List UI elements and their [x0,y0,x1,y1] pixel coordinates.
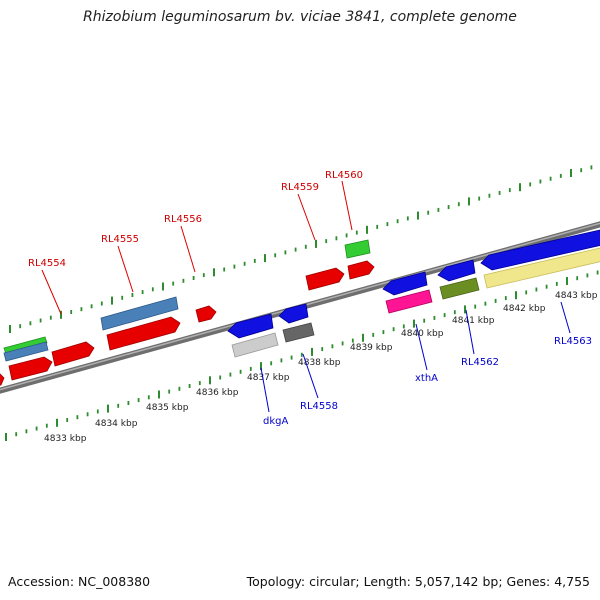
feature-blue-rl4563[interactable] [480,229,600,271]
callout-lines [41,180,571,413]
feature-olive-rl4562[interactable] [439,277,480,300]
kbp-label-4835: 4835 kbp [146,403,189,413]
feature-steelblue-left[interactable] [3,341,49,362]
gene-label-rl4554[interactable]: RL4554 [28,258,66,269]
feature-red-edge[interactable] [0,373,5,386]
callout-line-rl4558 [302,353,319,399]
genome-title: Rhizobium leguminosarum bv. viciae 3841,… [83,9,517,25]
callout-line-rl4555 [117,245,134,293]
kbp-label-4839: 4839 kbp [350,343,393,353]
feature-blue-rl4562[interactable] [437,259,476,282]
gene-label-rl4559[interactable]: RL4559 [281,182,319,193]
kbp-label-4842: 4842 kbp [503,304,546,314]
gene-label-dkga[interactable]: dkgA [263,416,288,427]
kbp-label-4833: 4833 kbp [44,434,87,444]
kbp-label-4841: 4841 kbp [452,316,495,326]
accession-text: Accession: NC_008380 [8,574,151,589]
feature-blue-xtha[interactable] [382,271,428,296]
callout-line-dkga [260,367,270,413]
feature-red-rl4556[interactable] [195,305,217,323]
feature-magenta-xtha[interactable] [385,289,433,314]
feature-lightgray-dkga[interactable] [231,332,279,358]
kbp-scale-labels: 4833 kbp 4834 kbp 4835 kbp 4836 kbp 4837… [44,291,598,444]
feature-blue-dkga[interactable] [227,313,274,339]
callout-line-rl4563 [560,301,571,334]
callout-line-rl4554 [41,269,62,315]
kbp-label-4834: 4834 kbp [95,419,138,429]
callout-line-rl4560 [341,180,353,231]
gene-label-rl4558[interactable]: RL4558 [300,401,338,412]
kbp-label-4837: 4837 kbp [247,373,290,383]
gene-label-rl4563[interactable]: RL4563 [554,336,592,347]
gene-label-rl4562[interactable]: RL4562 [461,357,499,368]
kbp-label-4840: 4840 kbp [401,329,444,339]
gene-label-rl4556[interactable]: RL4556 [164,214,202,225]
reverse-gene-labels: dkgA RL4558 xthA RL4562 RL4563 [263,336,592,427]
forward-gene-labels: RL4554 RL4555 RL4556 RL4559 RL4560 [28,170,363,269]
kbp-label-4836: 4836 kbp [196,388,239,398]
callout-line-rl4559 [297,193,316,241]
feature-red-a[interactable] [51,341,95,367]
callout-line-xtha [415,323,428,371]
gene-label-rl4560[interactable]: RL4560 [325,170,363,181]
topology-summary-text: Topology: circular; Length: 5,057,142 bp… [246,574,590,589]
inner-tick-row [5,270,599,441]
feature-darkgray-rl4558[interactable] [282,322,315,343]
feature-rl4555-steelblue[interactable] [100,296,179,331]
outer-tick-row [9,165,593,333]
feature-green-left[interactable] [3,336,48,355]
feature-red-rl4560[interactable] [347,260,375,280]
feature-red-rl4555[interactable] [106,316,181,351]
callout-line-rl4562 [465,309,475,355]
kbp-label-4843: 4843 kbp [555,291,598,301]
gene-label-rl4555[interactable]: RL4555 [101,234,139,245]
feature-red-rl4559[interactable] [305,267,345,291]
callout-line-rl4556 [180,225,196,273]
feature-khaki-rl4563[interactable] [483,247,600,289]
kbp-label-4838: 4838 kbp [298,358,341,368]
gene-label-xtha[interactable]: xthA [415,373,438,384]
feature-rl4560-green[interactable] [344,239,371,259]
feature-red-rl4554[interactable] [8,356,53,381]
feature-blue-rl4558[interactable] [278,303,309,324]
gene-features [0,229,600,386]
